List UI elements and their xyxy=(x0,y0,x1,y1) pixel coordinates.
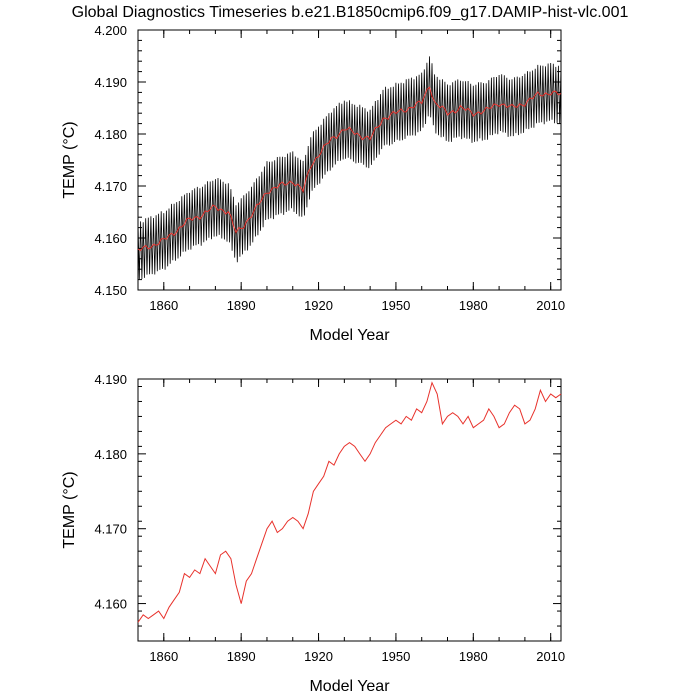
y-tick-label: 4.150 xyxy=(94,283,127,298)
x-tick-label: 1950 xyxy=(381,649,410,664)
monthly-series-line xyxy=(137,56,562,280)
annual-mean-line xyxy=(137,86,562,252)
y-tick-label: 4.160 xyxy=(94,231,127,246)
x-tick-label: 1890 xyxy=(227,649,256,664)
y-tick-label: 4.180 xyxy=(94,127,127,142)
x-tick-label: 1860 xyxy=(149,649,178,664)
y-tick-label: 4.180 xyxy=(94,447,127,462)
x-tick-label: 2010 xyxy=(536,298,565,313)
x-axis-title: Model Year xyxy=(309,327,390,344)
annual-mean-line xyxy=(137,381,562,623)
x-tick-label: 1860 xyxy=(149,298,178,313)
plot-frame xyxy=(137,378,562,642)
x-tick-label: 1950 xyxy=(381,298,410,313)
x-tick-label: 1980 xyxy=(459,298,488,313)
y-tick-label: 4.190 xyxy=(94,75,127,90)
figure-title: Global Diagnostics Timeseries b.e21.B185… xyxy=(72,4,629,21)
y-tick-label: 4.170 xyxy=(94,522,127,537)
x-tick-label: 1920 xyxy=(304,298,333,313)
x-tick-label: 1890 xyxy=(227,298,256,313)
x-tick-label: 1920 xyxy=(304,649,333,664)
monthly-annual-panel: 1860 1890 1920 1950 1980 2010 4.150 4.160 4.170 4… xyxy=(61,23,565,344)
y-axis-title: TEMP (°C) xyxy=(61,121,78,198)
y-axis-title: TEMP (°C) xyxy=(61,471,78,548)
x-tick-label: 1980 xyxy=(459,649,488,664)
annual-panel: 1860 1890 1920 1950 1980 2010 4.160 4.170 4.180 4… xyxy=(61,372,565,695)
y-tick-label: 4.190 xyxy=(94,372,127,387)
x-tick-label: 2010 xyxy=(536,649,565,664)
x-axis-title: Model Year xyxy=(309,678,390,695)
y-tick-label: 4.200 xyxy=(94,23,127,38)
plot-frame xyxy=(137,29,562,291)
y-tick-label: 4.170 xyxy=(94,179,127,194)
y-tick-label: 4.160 xyxy=(94,597,127,612)
